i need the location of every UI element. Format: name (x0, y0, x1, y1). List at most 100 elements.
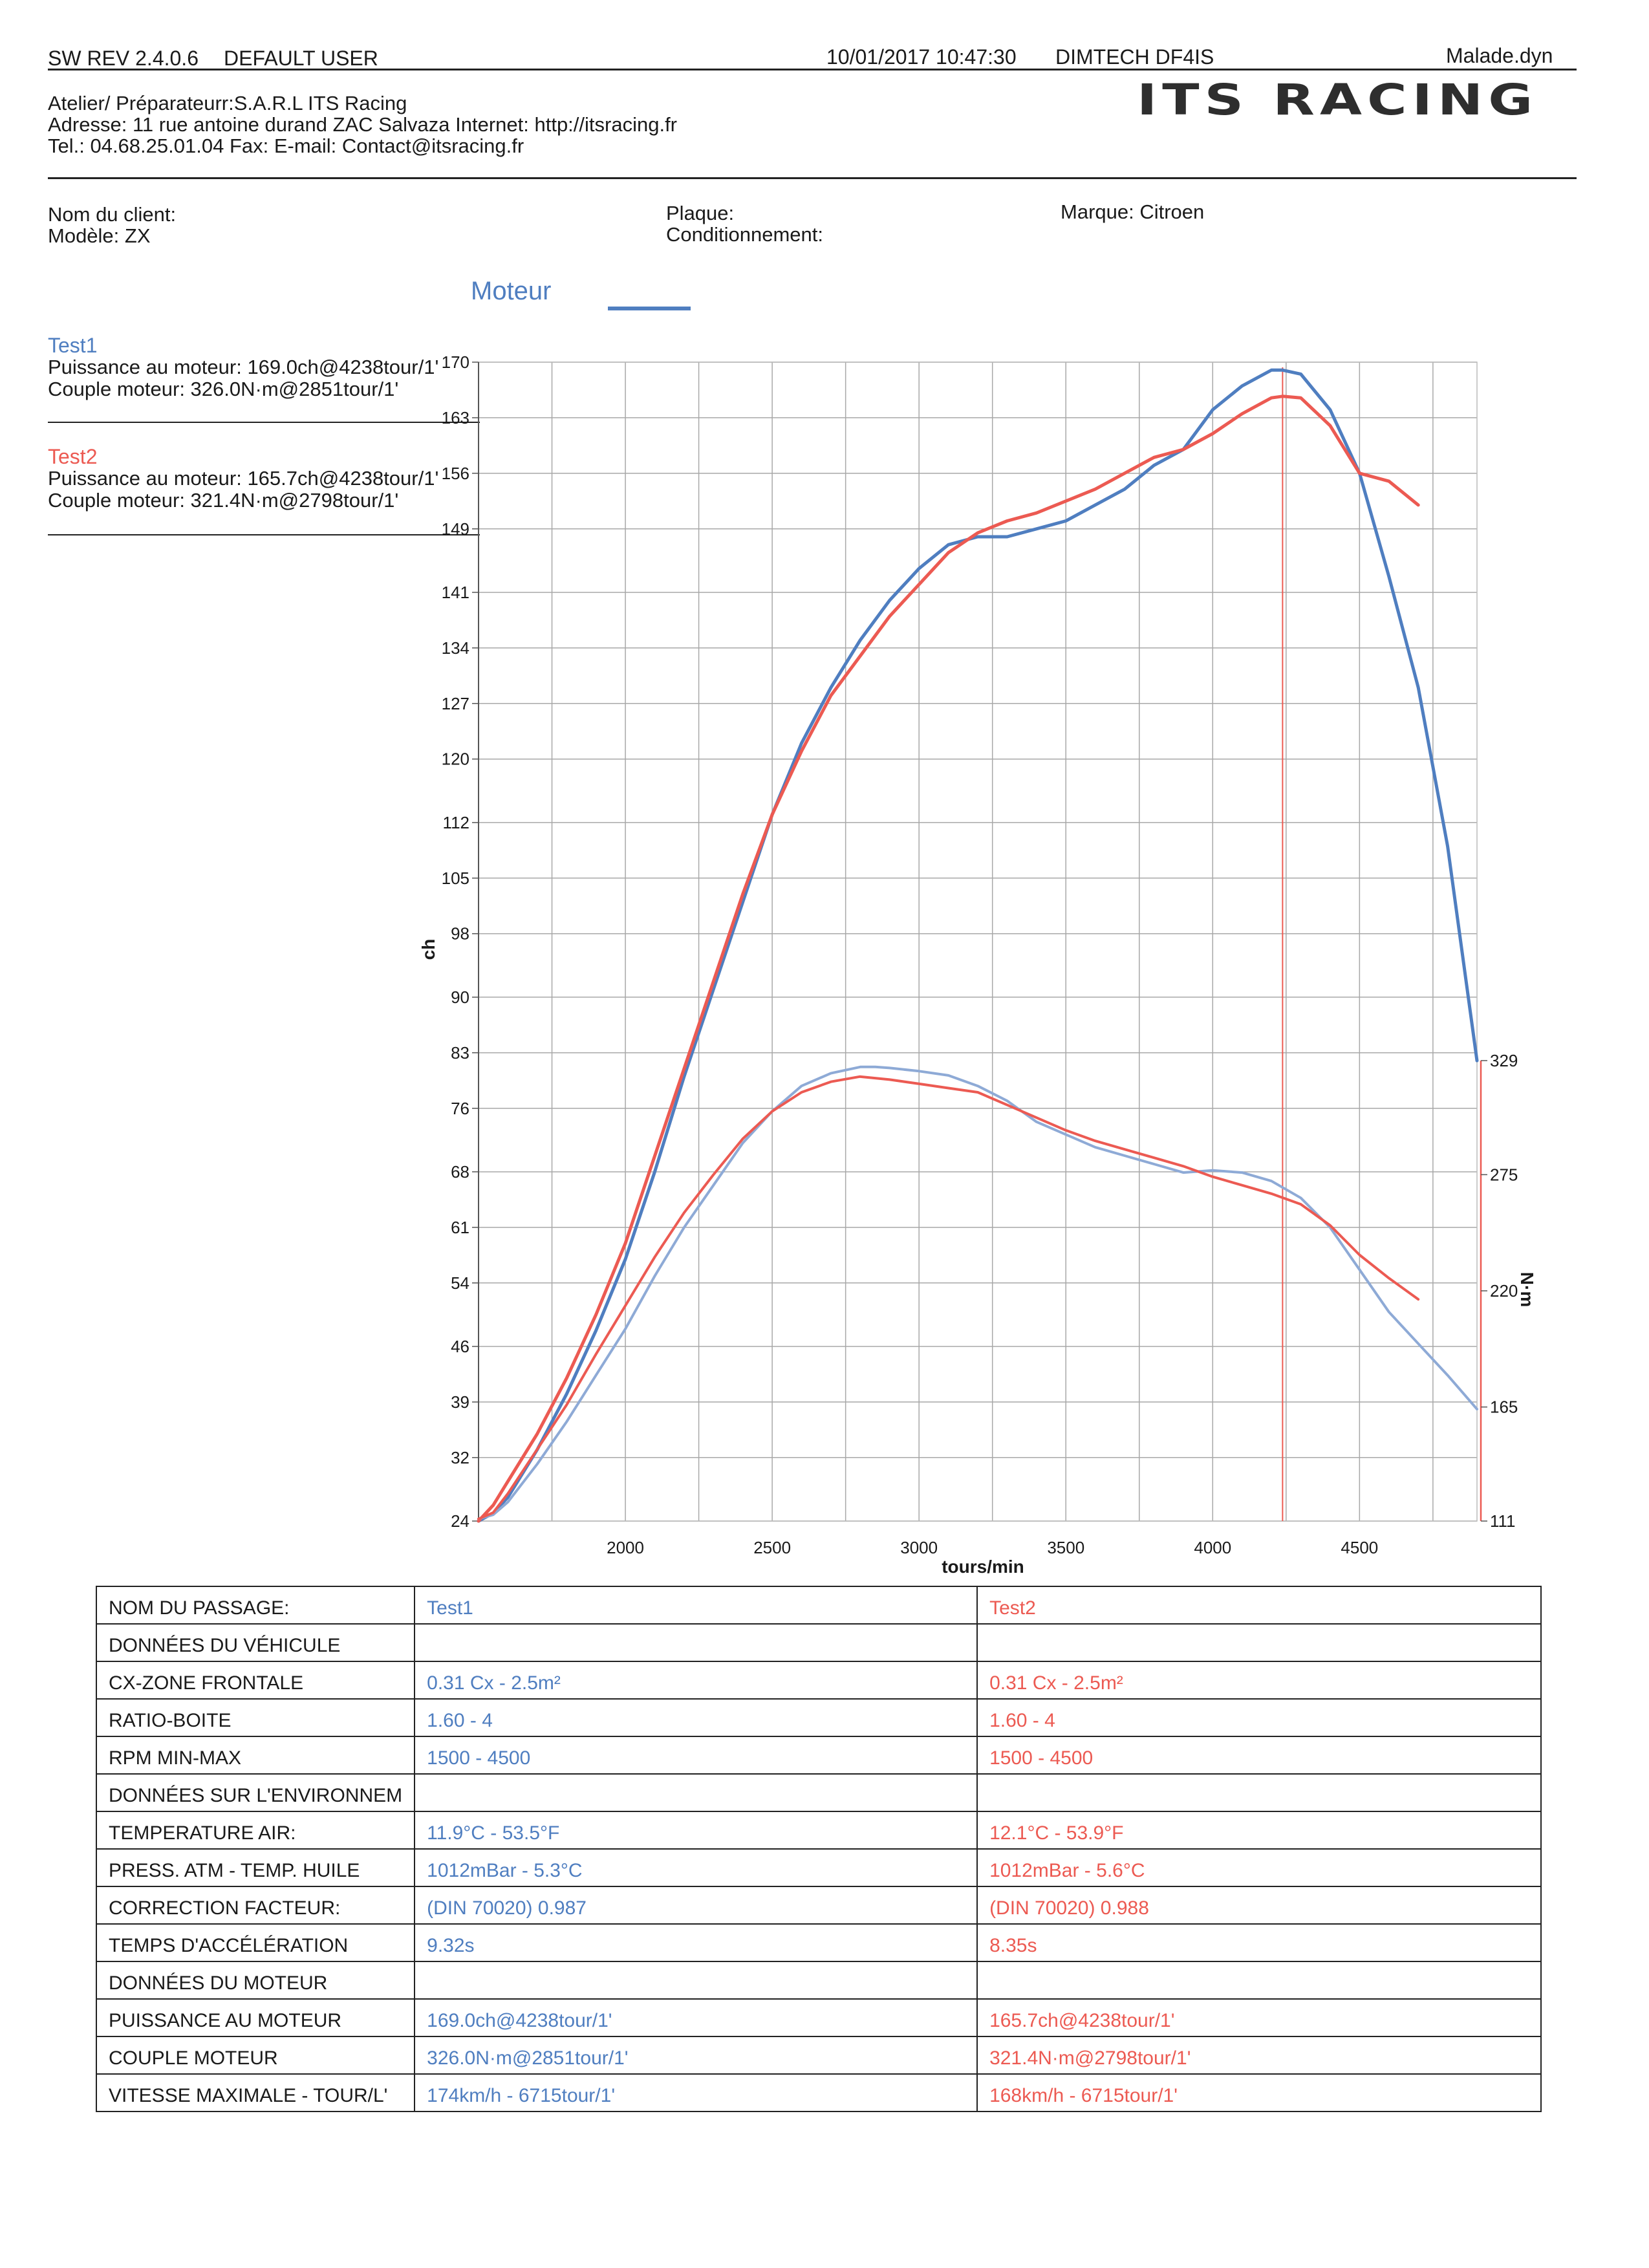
workshop-address: Adresse: 11 rue antoine durand ZAC Salva… (48, 113, 678, 136)
y-tick-label: 170 (442, 352, 469, 372)
company-logo: ITS RACING (1137, 75, 1538, 125)
legend-test1-torque: Couple moteur: 326.0N·m@2851tour/1' (48, 378, 399, 400)
row-value-test2: (DIN 70020) 0.988 (976, 1886, 1542, 1925)
legend-divider-1 (48, 422, 480, 423)
file-name: Malade.dyn (1446, 44, 1553, 67)
x-tick-label: 3500 (1047, 1538, 1084, 1557)
y-tick-label: 90 (451, 988, 469, 1007)
y-tick-label: 61 (451, 1218, 469, 1237)
y-tick-label: 127 (442, 694, 469, 713)
row-value-test2: 12.1°C - 53.9°F (976, 1811, 1542, 1850)
header-rule-2 (48, 177, 1577, 179)
y2-tick-label: 275 (1490, 1165, 1518, 1184)
table-row: DONNÉES SUR L'ENVIRONNEM (95, 1773, 1542, 1812)
row-value-test1: 0.31 Cx - 2.5m² (414, 1661, 978, 1700)
chart-axes: 24 32 39 46 54 61 68 76 83 90 98 105 112 120 127 134 141… (442, 352, 1518, 1557)
row-value-test1: 9.32s (414, 1923, 978, 1962)
row-value-test2 (976, 1623, 1542, 1662)
row-label: PUISSANCE AU MOTEUR (95, 1998, 416, 2037)
row-label: RATIO-BOITE (95, 1698, 416, 1737)
x-tick-label: 4500 (1341, 1538, 1378, 1557)
y-tick-label: 46 (451, 1337, 469, 1356)
row-label: COUPLE MOTEUR (95, 2036, 416, 2075)
y-tick-label: 39 (451, 1392, 469, 1412)
x-tick-label: 2500 (753, 1538, 791, 1557)
legend-divider-2 (48, 534, 480, 535)
row-value-test1 (414, 1773, 978, 1812)
table-row: DONNÉES DU MOTEUR (95, 1961, 1542, 2000)
client-model: Modèle: ZX (48, 224, 151, 247)
results-table: NOM DU PASSAGE: Test1 Test2 DONNÉES DU VÉHI… (95, 1586, 1542, 2112)
device-name: DIMTECH DF4IS (1055, 45, 1214, 69)
y-tick-label: 24 (451, 1511, 469, 1531)
row-value-test2: 8.35s (976, 1923, 1542, 1962)
y-tick-label: 83 (451, 1043, 469, 1063)
row-label: VITESSE MAXIMALE - TOUR/L' (95, 2073, 416, 2112)
table-row: CORRECTION FACTEUR: (DIN 70020) 0.987 (DIN… (95, 1886, 1542, 1925)
row-value-test2 (976, 1961, 1542, 2000)
y-tick-label: 54 (451, 1273, 469, 1293)
y-axis-label: ch (418, 939, 438, 960)
series-line-test1-torque (477, 1065, 1478, 1520)
row-label: DONNÉES SUR L'ENVIRONNEM (95, 1773, 416, 1812)
series-line-test1-power (477, 368, 1479, 1523)
x-axis-label: tours/min (942, 1557, 1024, 1577)
row-label: RPM MIN-MAX (95, 1736, 416, 1775)
table-row: RPM MIN-MAX 1500 - 4500 1500 - 4500 (95, 1736, 1542, 1775)
series-line-test2-power (477, 394, 1420, 1523)
row-value-test2: 321.4N·m@2798tour/1' (976, 2036, 1542, 2075)
y2-tick-label: 111 (1490, 1511, 1516, 1531)
y-tick-label: 32 (451, 1448, 469, 1467)
chart-legend-title: Moteur (471, 277, 552, 305)
header-rule (48, 69, 1577, 70)
table-row: CX-ZONE FRONTALE 0.31 Cx - 2.5m² 0.31 Cx -… (95, 1661, 1542, 1700)
client-name-label: Nom du client: (48, 203, 177, 226)
row-value-test1: 11.9°C - 53.5°F (414, 1811, 978, 1850)
row-value-test2: 1012mBar - 5.6°C (976, 1848, 1542, 1887)
table-row: NOM DU PASSAGE: Test1 Test2 (95, 1586, 1542, 1625)
y2-tick-label: 329 (1490, 1051, 1518, 1070)
row-value-test2: 165.7ch@4238tour/1' (976, 1998, 1542, 2037)
row-value-test1: 1012mBar - 5.3°C (414, 1848, 978, 1887)
y2-tick-label: 220 (1490, 1281, 1518, 1301)
x-tick-label: 2000 (607, 1538, 644, 1557)
y-tick-label: 163 (442, 408, 469, 427)
chart-grid (478, 362, 1478, 1522)
dyno-chart: 24 32 39 46 54 61 68 76 83 90 98 105 112 120 127 134 141… (418, 352, 1537, 1577)
row-value-test1: 174km/h - 6715tour/1' (414, 2073, 978, 2112)
y-tick-label: 134 (442, 638, 469, 658)
legend-test2-torque: Couple moteur: 321.4N·m@2798tour/1' (48, 489, 399, 512)
row-label: TEMPERATURE AIR: (95, 1811, 416, 1850)
table-row: TEMPS D'ACCÉLÉRATION 9.32s 8.35s (95, 1923, 1542, 1962)
legend-test2-name: Test2 (48, 445, 98, 468)
row-label: DONNÉES DU VÉHICULE (95, 1623, 416, 1662)
y-tick-label: 68 (451, 1162, 469, 1182)
table-row: VITESSE MAXIMALE - TOUR/L' 174km/h - 6715… (95, 2073, 1542, 2112)
row-value-test2: Test2 (976, 1586, 1542, 1625)
y-tick-label: 105 (442, 869, 469, 888)
user-name: DEFAULT USER (224, 47, 378, 70)
table-row: TEMPERATURE AIR: 11.9°C - 53.5°F 12.1°C - … (95, 1811, 1542, 1850)
test-datetime: 10/01/2017 10:47:30 (826, 45, 1017, 69)
row-value-test1: 1.60 - 4 (414, 1698, 978, 1737)
x-tick-label: 4000 (1194, 1538, 1231, 1557)
y-tick-label: 141 (442, 583, 469, 602)
client-plate-label: Plaque: (666, 202, 735, 224)
software-revision: SW REV 2.4.0.6 (48, 47, 199, 70)
y-tick-label: 156 (442, 464, 469, 483)
y-tick-label: 76 (451, 1099, 469, 1118)
row-label: PRESS. ATM - TEMP. HUILE (95, 1848, 416, 1887)
row-value-test1: Test1 (414, 1586, 978, 1625)
table-row: PUISSANCE AU MOTEUR 169.0ch@4238tour/1' 16… (95, 1998, 1542, 2037)
row-value-test1 (414, 1623, 978, 1662)
legend-test2-power: Puissance au moteur: 165.7ch@4238tour/1' (48, 467, 439, 490)
client-conditioning-label: Conditionnement: (666, 223, 823, 246)
chart-series (477, 368, 1479, 1523)
legend-test1-name: Test1 (48, 334, 98, 357)
legend-color-swatch (608, 307, 691, 310)
y-tick-label: 112 (443, 813, 469, 832)
row-value-test1: (DIN 70020) 0.987 (414, 1886, 978, 1925)
x-tick-label: 3000 (900, 1538, 938, 1557)
table-row: COUPLE MOTEUR 326.0N·m@2851tour/1' 321.4N·… (95, 2036, 1542, 2075)
table-row: DONNÉES DU VÉHICULE (95, 1623, 1542, 1662)
